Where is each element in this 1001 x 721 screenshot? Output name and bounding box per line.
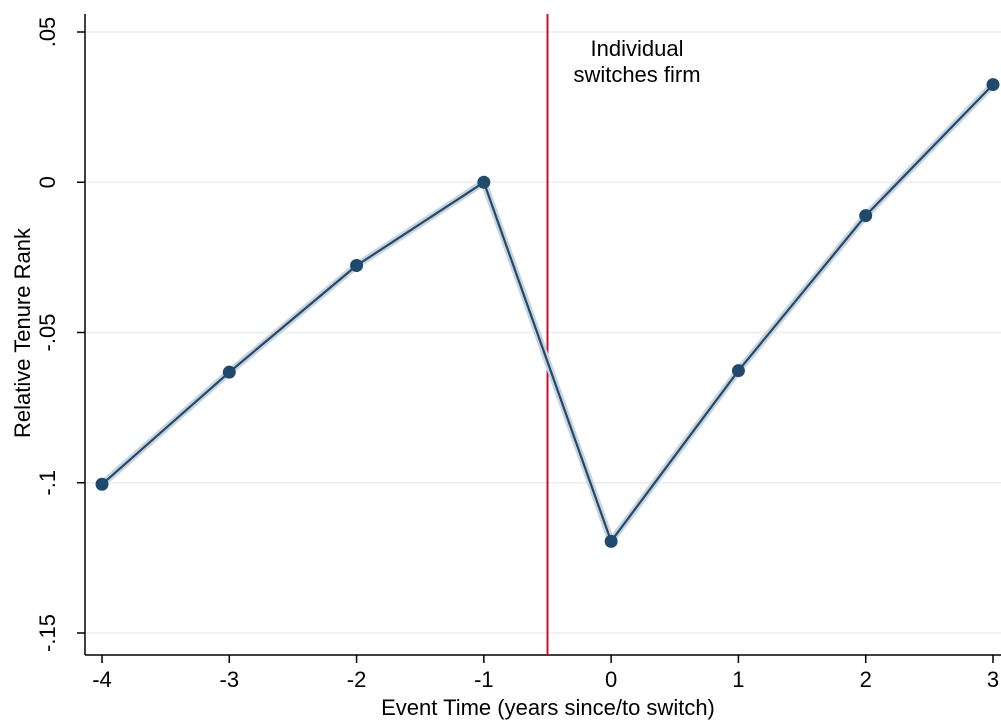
data-point [731, 364, 745, 378]
x-tick-label: 1 [732, 667, 744, 692]
y-tick-label: .05 [35, 17, 60, 48]
x-tick-label: -3 [220, 667, 240, 692]
x-tick-label: 3 [987, 667, 999, 692]
data-point [859, 209, 873, 223]
x-ticks: -4 -3 -2 -1 0 1 2 3 [92, 655, 999, 692]
data-point [986, 78, 1000, 92]
y-tick-label: -.15 [35, 614, 60, 652]
y-tick-label: -.1 [35, 470, 60, 496]
data-point [95, 477, 109, 491]
x-axis-title: Event Time (years since/to switch) [381, 695, 715, 720]
series-line [101, 83, 994, 543]
y-tick-label: -.05 [35, 314, 60, 352]
data-point [477, 175, 491, 189]
data-point [222, 365, 236, 379]
y-tick-label: 0 [35, 176, 60, 188]
y-ticks: -.15 -.1 -.05 0 .05 [35, 17, 85, 652]
x-tick-label: 2 [860, 667, 872, 692]
x-tick-label: -4 [92, 667, 112, 692]
gridlines [85, 31, 1001, 634]
x-tick-label: -1 [474, 667, 494, 692]
annotation-line: switches firm [573, 62, 700, 87]
data-point [604, 534, 618, 548]
axes [84, 14, 1001, 656]
data-point [350, 258, 364, 272]
series-group [95, 78, 1000, 548]
annotation-line: Individual [591, 36, 684, 61]
x-tick-label: -2 [347, 667, 367, 692]
y-axis-title: Relative Tenure Rank [10, 227, 35, 438]
x-tick-label: 0 [605, 667, 617, 692]
reference-line-annotation: Individual switches firm [573, 36, 700, 87]
